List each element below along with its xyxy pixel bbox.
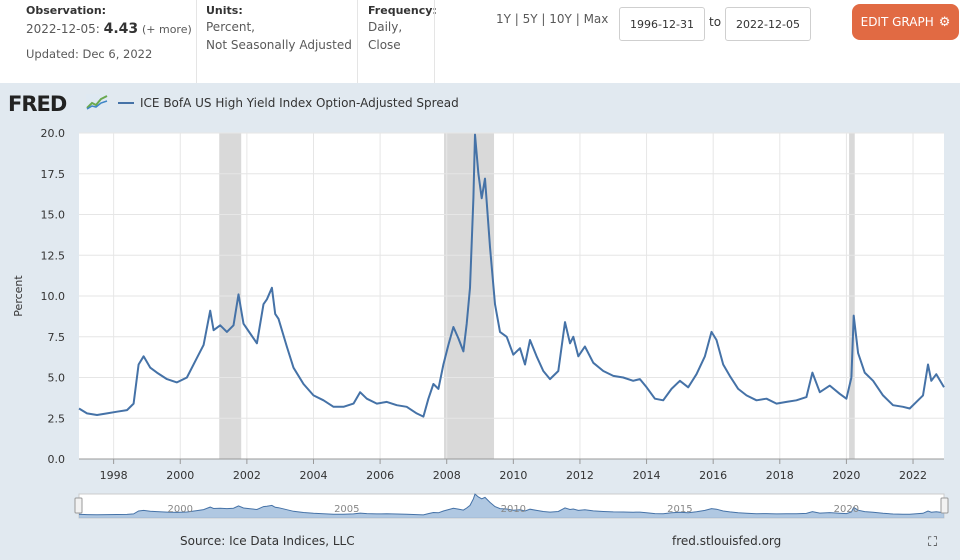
units-label: Units: (206, 4, 243, 17)
observation-date: 2022-12-05: (26, 22, 100, 36)
legend-line-swatch (118, 102, 134, 104)
fullscreen-icon[interactable]: ⛶ (928, 535, 938, 550)
fred-logo[interactable]: FRED (8, 92, 67, 116)
observation-label: Observation: (26, 4, 107, 17)
range-selector: 1Y | 5Y | 10Y | Max (496, 12, 609, 26)
range-10y[interactable]: 10Y (549, 12, 572, 26)
edit-graph-button[interactable]: EDIT GRAPH ⚙ (852, 4, 959, 40)
observation-block: Observation: 2022-12-05: 4.43 (+ more) U… (26, 4, 196, 63)
observation-line: 2022-12-05: 4.43 (+ more) (26, 20, 196, 39)
x-tick-label: 2018 (766, 469, 794, 482)
legend-series-name: ICE BofA US High Yield Index Option-Adju… (140, 96, 459, 110)
x-tick-label: 2006 (366, 469, 394, 482)
y-tick-label: 2.5 (48, 412, 66, 425)
navigator-line (78, 493, 945, 516)
navigator-handle-left[interactable] (74, 497, 83, 514)
end-date-input[interactable] (725, 7, 811, 41)
x-tick-label: 2008 (433, 469, 461, 482)
series-line (78, 133, 945, 418)
x-tick-label: 2016 (699, 469, 727, 482)
y-tick-label: 20.0 (41, 127, 66, 140)
range-1y[interactable]: 1Y (496, 12, 511, 26)
units-line2: Not Seasonally Adjusted (206, 38, 352, 52)
frequency-label: Frequency: (368, 4, 437, 17)
x-tick-label: 2014 (633, 469, 661, 482)
x-tick-label: 2012 (566, 469, 594, 482)
x-tick-label: 2022 (899, 469, 927, 482)
y-tick-label: 5.0 (48, 372, 66, 385)
x-tick-label: 2010 (499, 469, 527, 482)
chart-legend: ICE BofA US High Yield Index Option-Adju… (118, 96, 459, 110)
observation-value: 4.43 (103, 21, 139, 37)
y-tick-label: 12.5 (41, 249, 66, 262)
units-line1: Percent, (206, 20, 255, 34)
navigator-tick-label: 2000 (168, 504, 193, 515)
navigator-tick-label: 2020 (834, 504, 859, 515)
y-tick-label: 10.0 (41, 290, 66, 303)
updated-date: Updated: Dec 6, 2022 (26, 47, 153, 61)
frequency-block: Frequency: Daily, Close (368, 4, 437, 54)
navigator-tick-label: 2015 (667, 504, 692, 515)
frequency-line2: Close (368, 38, 401, 52)
x-tick-label: 1998 (100, 469, 128, 482)
site-link[interactable]: fred.stlouisfed.org (672, 534, 782, 548)
navigator-tick-label: 2005 (334, 504, 359, 515)
divider (196, 0, 197, 83)
navigator-tick-label: 2010 (501, 504, 526, 515)
y-tick-label: 7.5 (48, 331, 66, 344)
y-tick-label: 0.0 (48, 453, 66, 466)
navigator-handle-right[interactable] (940, 497, 949, 514)
series-header: Observation: 2022-12-05: 4.43 (+ more) U… (0, 0, 960, 83)
line-chart[interactable]: 0.0 2.5 5.0 7.5 10.0 12.5 15.0 17.5 20.0 1998 2000… (0, 120, 960, 525)
edit-graph-label: EDIT GRAPH (860, 15, 934, 29)
x-tick-label: 2020 (832, 469, 860, 482)
start-date-input[interactable] (619, 7, 705, 41)
source-label: Source: Ice Data Indices, LLC (180, 534, 355, 548)
x-tick-label: 2004 (299, 469, 327, 482)
y-axis-label: Percent (12, 275, 25, 317)
range-max[interactable]: Max (583, 12, 609, 26)
observation-more-link[interactable]: (+ more) (141, 23, 192, 36)
y-tick-label: 17.5 (41, 168, 66, 181)
gear-icon: ⚙ (938, 14, 951, 30)
fred-chart-icon (86, 94, 108, 110)
x-tick-label: 2000 (166, 469, 194, 482)
divider (357, 0, 358, 83)
y-tick-label: 15.0 (41, 209, 66, 222)
divider (434, 0, 435, 83)
range-5y[interactable]: 5Y (522, 12, 538, 26)
units-block: Units: Percent, Not Seasonally Adjusted (206, 4, 356, 54)
x-tick-label: 2002 (233, 469, 261, 482)
to-label: to (709, 15, 722, 29)
frequency-line1: Daily, (368, 20, 403, 34)
